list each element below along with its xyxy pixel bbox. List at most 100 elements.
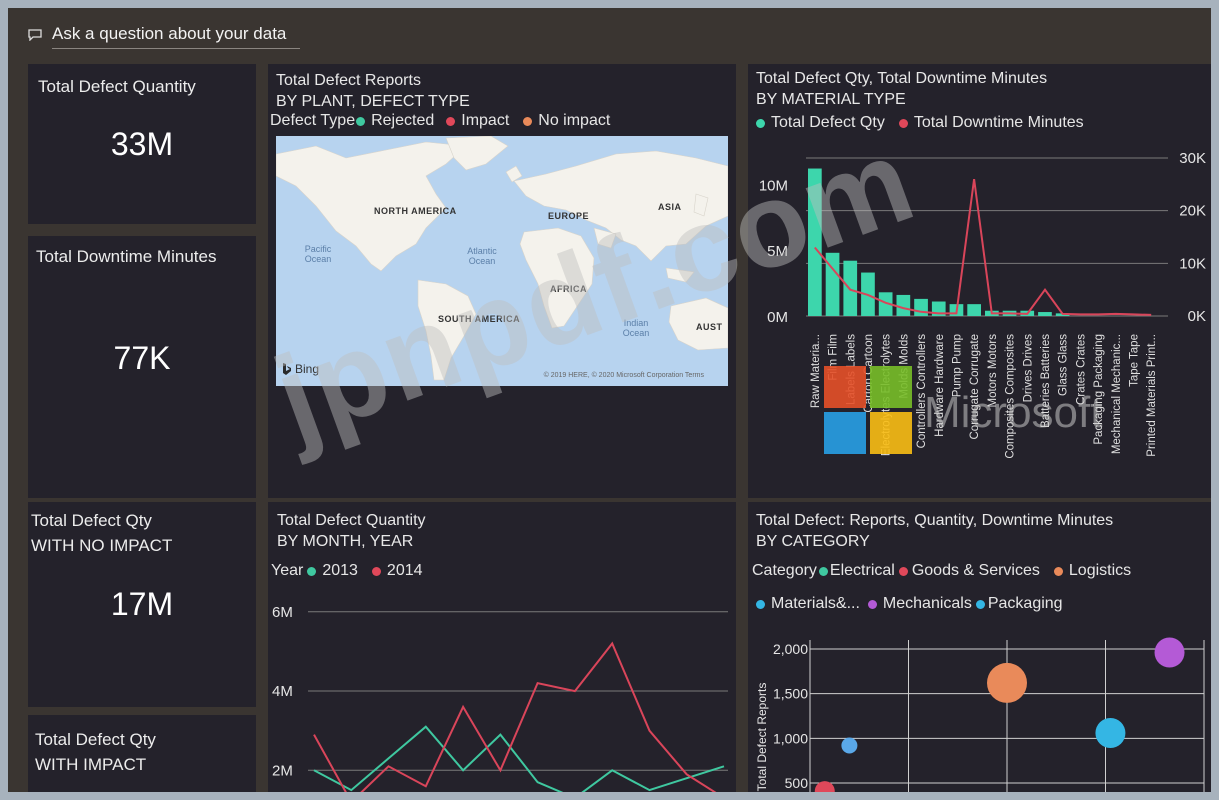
series-line-2013	[313, 725, 725, 792]
card-value: 33M	[110, 126, 174, 162]
legend-dot	[371, 566, 381, 576]
legend-item-downtime[interactable]: Total Downtime Minutes	[895, 114, 1084, 132]
tile-title-line1: Total Defect Qty, Total Downtime Minutes	[756, 70, 1048, 87]
legend-item-2013[interactable]: 2013	[303, 562, 358, 580]
legend-title: Defect Type	[270, 112, 356, 129]
month-chart-tile[interactable]: Total Defect Quantity BY MONTH, YEAR Yea…	[268, 502, 736, 792]
tile-title-line2: BY PLANT, DEFECT TYPE	[276, 93, 470, 110]
logo-square-green	[870, 366, 912, 408]
tile-title-line2: BY CATEGORY	[756, 533, 870, 550]
card-no-impact[interactable]: Total Defect Qty WITH NO IMPACT 17M	[28, 502, 256, 707]
legend-item-impact[interactable]: Impact	[442, 112, 509, 130]
legend-item-logistics[interactable]: Logistics	[1050, 562, 1131, 580]
continent-label: EUROPE	[548, 211, 590, 221]
legend-label: Total Downtime Minutes	[913, 114, 1084, 131]
qa-input[interactable]: Ask a question about your data	[52, 22, 301, 49]
y-tick-label: 4M	[272, 683, 293, 700]
x-tick-label: Glass Glass	[1058, 334, 1070, 396]
y-right-tick-label: 30K	[1179, 150, 1206, 167]
y-left-tick-label: 10M	[759, 177, 788, 194]
category-scatter-chart[interactable]: 500 1,000 1,500 2,000 Total Defect Reports	[748, 622, 1211, 792]
legend-item-packaging[interactable]: Packaging	[975, 595, 1063, 613]
legend-dot	[523, 116, 533, 126]
logo-square-blue	[824, 412, 866, 454]
legend-label: Materials&...	[771, 595, 860, 612]
bubble-Goods & Services	[814, 781, 835, 792]
x-tick-label: Packaging Packaging	[1093, 334, 1105, 445]
bing-label: Bing	[295, 362, 320, 376]
legend-label: Total Defect Qty	[771, 114, 885, 131]
card-title-line1: Total Defect Qty	[31, 511, 152, 530]
card-with-impact[interactable]: Total Defect Qty WITH IMPACT	[28, 715, 256, 792]
legend-dot	[446, 116, 456, 126]
legend-dot	[756, 118, 765, 128]
legend-dot	[1053, 566, 1063, 576]
legend-item-mechanicals[interactable]: Mechanicals	[864, 595, 972, 613]
legend-dot	[975, 599, 985, 609]
card-title: Total Defect Qty WITH NO IMPACT	[31, 508, 172, 558]
legend-item-goods-services[interactable]: Goods & Services	[898, 562, 1040, 580]
map-tile[interactable]: Total Defect Reports BY PLANT, DEFECT TY…	[268, 64, 736, 498]
card-title-line1: Total Defect Qty	[35, 730, 156, 749]
bubble-Materials&...	[841, 737, 858, 754]
legend-item-rejected[interactable]: Rejected	[355, 112, 434, 130]
qa-bar[interactable]: Ask a question about your data	[28, 20, 301, 50]
bar	[896, 294, 911, 316]
x-tick-label: Composites Composites	[1005, 334, 1017, 459]
legend-label: 2013	[322, 562, 358, 579]
tile-title: Total Defect: Reports, Quantity, Downtim…	[756, 510, 1113, 552]
legend-dot	[307, 566, 317, 576]
x-tick-label: Controllers Controllers	[916, 334, 928, 449]
legend-dot	[756, 599, 765, 609]
legend-item-electrical[interactable]: Electrical	[817, 562, 895, 580]
legend-label: No impact	[538, 112, 611, 129]
x-tick-label: Motors Motors	[987, 334, 999, 408]
bing-icon	[283, 363, 291, 375]
x-tick-label: Mechanical Mechanic...	[1111, 334, 1123, 454]
category-chart-tile[interactable]: Total Defect: Reports, Quantity, Downtim…	[748, 502, 1211, 792]
legend-label: Goods & Services	[911, 562, 1040, 579]
y-tick-label: 2,000	[773, 641, 808, 657]
legend-title: Category	[752, 562, 817, 579]
bar	[967, 304, 981, 316]
card-total-defect-quantity[interactable]: Total Defect Quantity 33M	[28, 64, 256, 224]
legend-item-no-impact[interactable]: No impact	[519, 112, 610, 130]
legend-label: Rejected	[371, 112, 435, 129]
bar	[825, 252, 840, 316]
legend-label: 2014	[386, 562, 423, 579]
bar	[914, 298, 928, 316]
y-tick-label: 1,500	[773, 686, 808, 702]
legend-label: Impact	[461, 112, 510, 129]
tile-title-line1: Total Defect Reports	[276, 72, 421, 89]
world-map[interactable]: NORTH AMERICA EUROPE ASIA AFRICA SOUTH A…	[276, 136, 728, 386]
continent-label: SOUTH AMERICA	[438, 314, 521, 324]
bubble-Packaging	[1095, 717, 1126, 748]
y-axis-label: Total Defect Reports	[755, 683, 769, 792]
card-value: 17M	[110, 586, 174, 622]
legend-label: Mechanicals	[882, 595, 972, 612]
month-line-chart[interactable]: 2M 4M 6M	[268, 592, 736, 792]
y-left-tick-label: 0M	[767, 309, 788, 326]
legend-dot	[867, 599, 877, 609]
y-tick-label: 500	[785, 775, 809, 791]
bubble-Logistics	[987, 662, 1027, 703]
map-legend: Defect Type Rejected Impact No impact	[270, 112, 620, 130]
legend-item-materials[interactable]: Materials&...	[752, 595, 860, 613]
card-value: 77K	[113, 340, 171, 376]
continent-label: NORTH AMERICA	[374, 206, 457, 216]
x-tick-label: Corrugate Corrugate	[969, 334, 981, 439]
bar	[878, 292, 893, 316]
y-right-tick-label: 0K	[1188, 308, 1206, 325]
tile-title: Total Defect Quantity BY MONTH, YEAR	[277, 510, 426, 552]
legend-item-defect-qty[interactable]: Total Defect Qty	[752, 114, 885, 132]
legend-label: Packaging	[987, 595, 1063, 612]
legend-item-2014[interactable]: 2014	[368, 562, 423, 580]
tile-title: Total Defect Qty, Total Downtime Minutes…	[756, 68, 1047, 110]
x-tick-label: Tape Tape	[1128, 334, 1140, 387]
card-total-downtime-minutes[interactable]: Total Downtime Minutes 77K	[28, 236, 256, 498]
legend-label: Electrical	[829, 562, 895, 579]
x-tick-label: Hardware Hardware	[934, 334, 946, 437]
map-attribution[interactable]: © 2019 HERE, © 2020 Microsoft Corporatio…	[543, 372, 704, 379]
bar	[808, 168, 822, 316]
